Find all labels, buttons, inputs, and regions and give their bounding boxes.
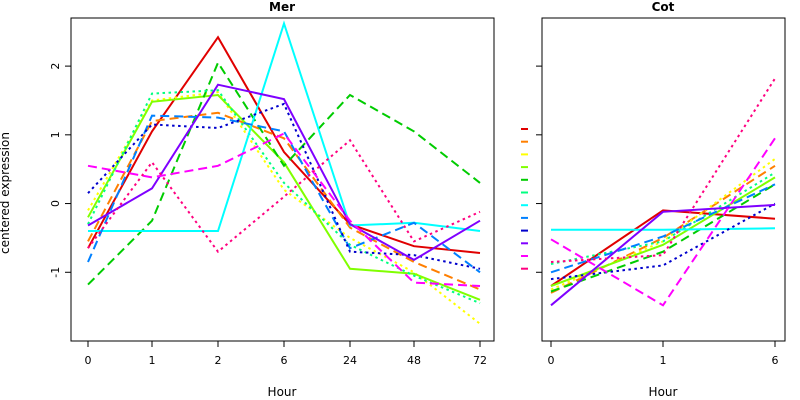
panel-title-mer: Mer: [269, 0, 295, 14]
x-tick-label-cot-2: 6: [772, 354, 779, 367]
plot-frame-mer: [70, 17, 495, 342]
series-line-cot-2: [550, 164, 776, 294]
x-tick-label-mer-4: 24: [343, 354, 357, 367]
series-line-mer-11: [87, 132, 481, 287]
x-tick-label-mer-6: 72: [473, 354, 487, 367]
series-line-mer-12: [87, 138, 481, 254]
x-tick-label-cot-0: 0: [548, 354, 555, 367]
series-line-cot-11: [550, 137, 776, 307]
series-line-mer-10: [87, 83, 481, 262]
series-line-cot-7: [551, 227, 776, 231]
x-tick-label-mer-5: 48: [407, 354, 421, 367]
series-line-mer-4: [87, 93, 481, 301]
y-axis-label: centered expression: [0, 132, 12, 254]
series-line-mer-1: [87, 35, 481, 254]
x-tick-label-mer-2: 2: [215, 354, 222, 367]
x-axis-label-cot: Hour: [649, 385, 678, 399]
legend-keys: [521, 128, 528, 270]
series-line-mer-3: [87, 91, 481, 325]
panel-cot: Cot Hour 0 1 6: [536, 0, 786, 399]
series-line-mer-9: [87, 102, 481, 270]
panel-title-cot: Cot: [652, 0, 675, 14]
panel-mer: Mer Hour -1 0 1 2 0 1 2 6 24 48 72: [49, 0, 495, 399]
series-line-mer-5: [87, 60, 481, 286]
series-line-cot-3: [550, 158, 776, 291]
series-line-cot-8: [550, 183, 776, 274]
x-axis-label-mer: Hour: [268, 385, 297, 399]
y-tick-label-mer-3: 2: [49, 63, 62, 70]
y-tick-label-mer-2: 1: [49, 131, 62, 138]
x-tick-label-cot-1: 1: [660, 354, 667, 367]
y-tick-label-mer-1: 0: [49, 200, 62, 207]
series-line-cot-10: [550, 203, 776, 307]
series-line-cot-5: [550, 183, 776, 293]
x-tick-label-mer-1: 1: [149, 354, 156, 367]
series-line-cot-12: [550, 77, 776, 263]
series-line-mer-2: [87, 111, 481, 291]
x-tick-label-mer-3: 6: [281, 354, 288, 367]
series-line-mer-6: [87, 89, 481, 305]
y-tick-label-mer-0: -1: [49, 267, 62, 278]
x-tick-label-mer-0: 0: [85, 354, 92, 367]
series-line-cot-4: [550, 176, 776, 287]
series-line-mer-8: [87, 114, 481, 274]
series-line-cot-6: [550, 171, 776, 265]
